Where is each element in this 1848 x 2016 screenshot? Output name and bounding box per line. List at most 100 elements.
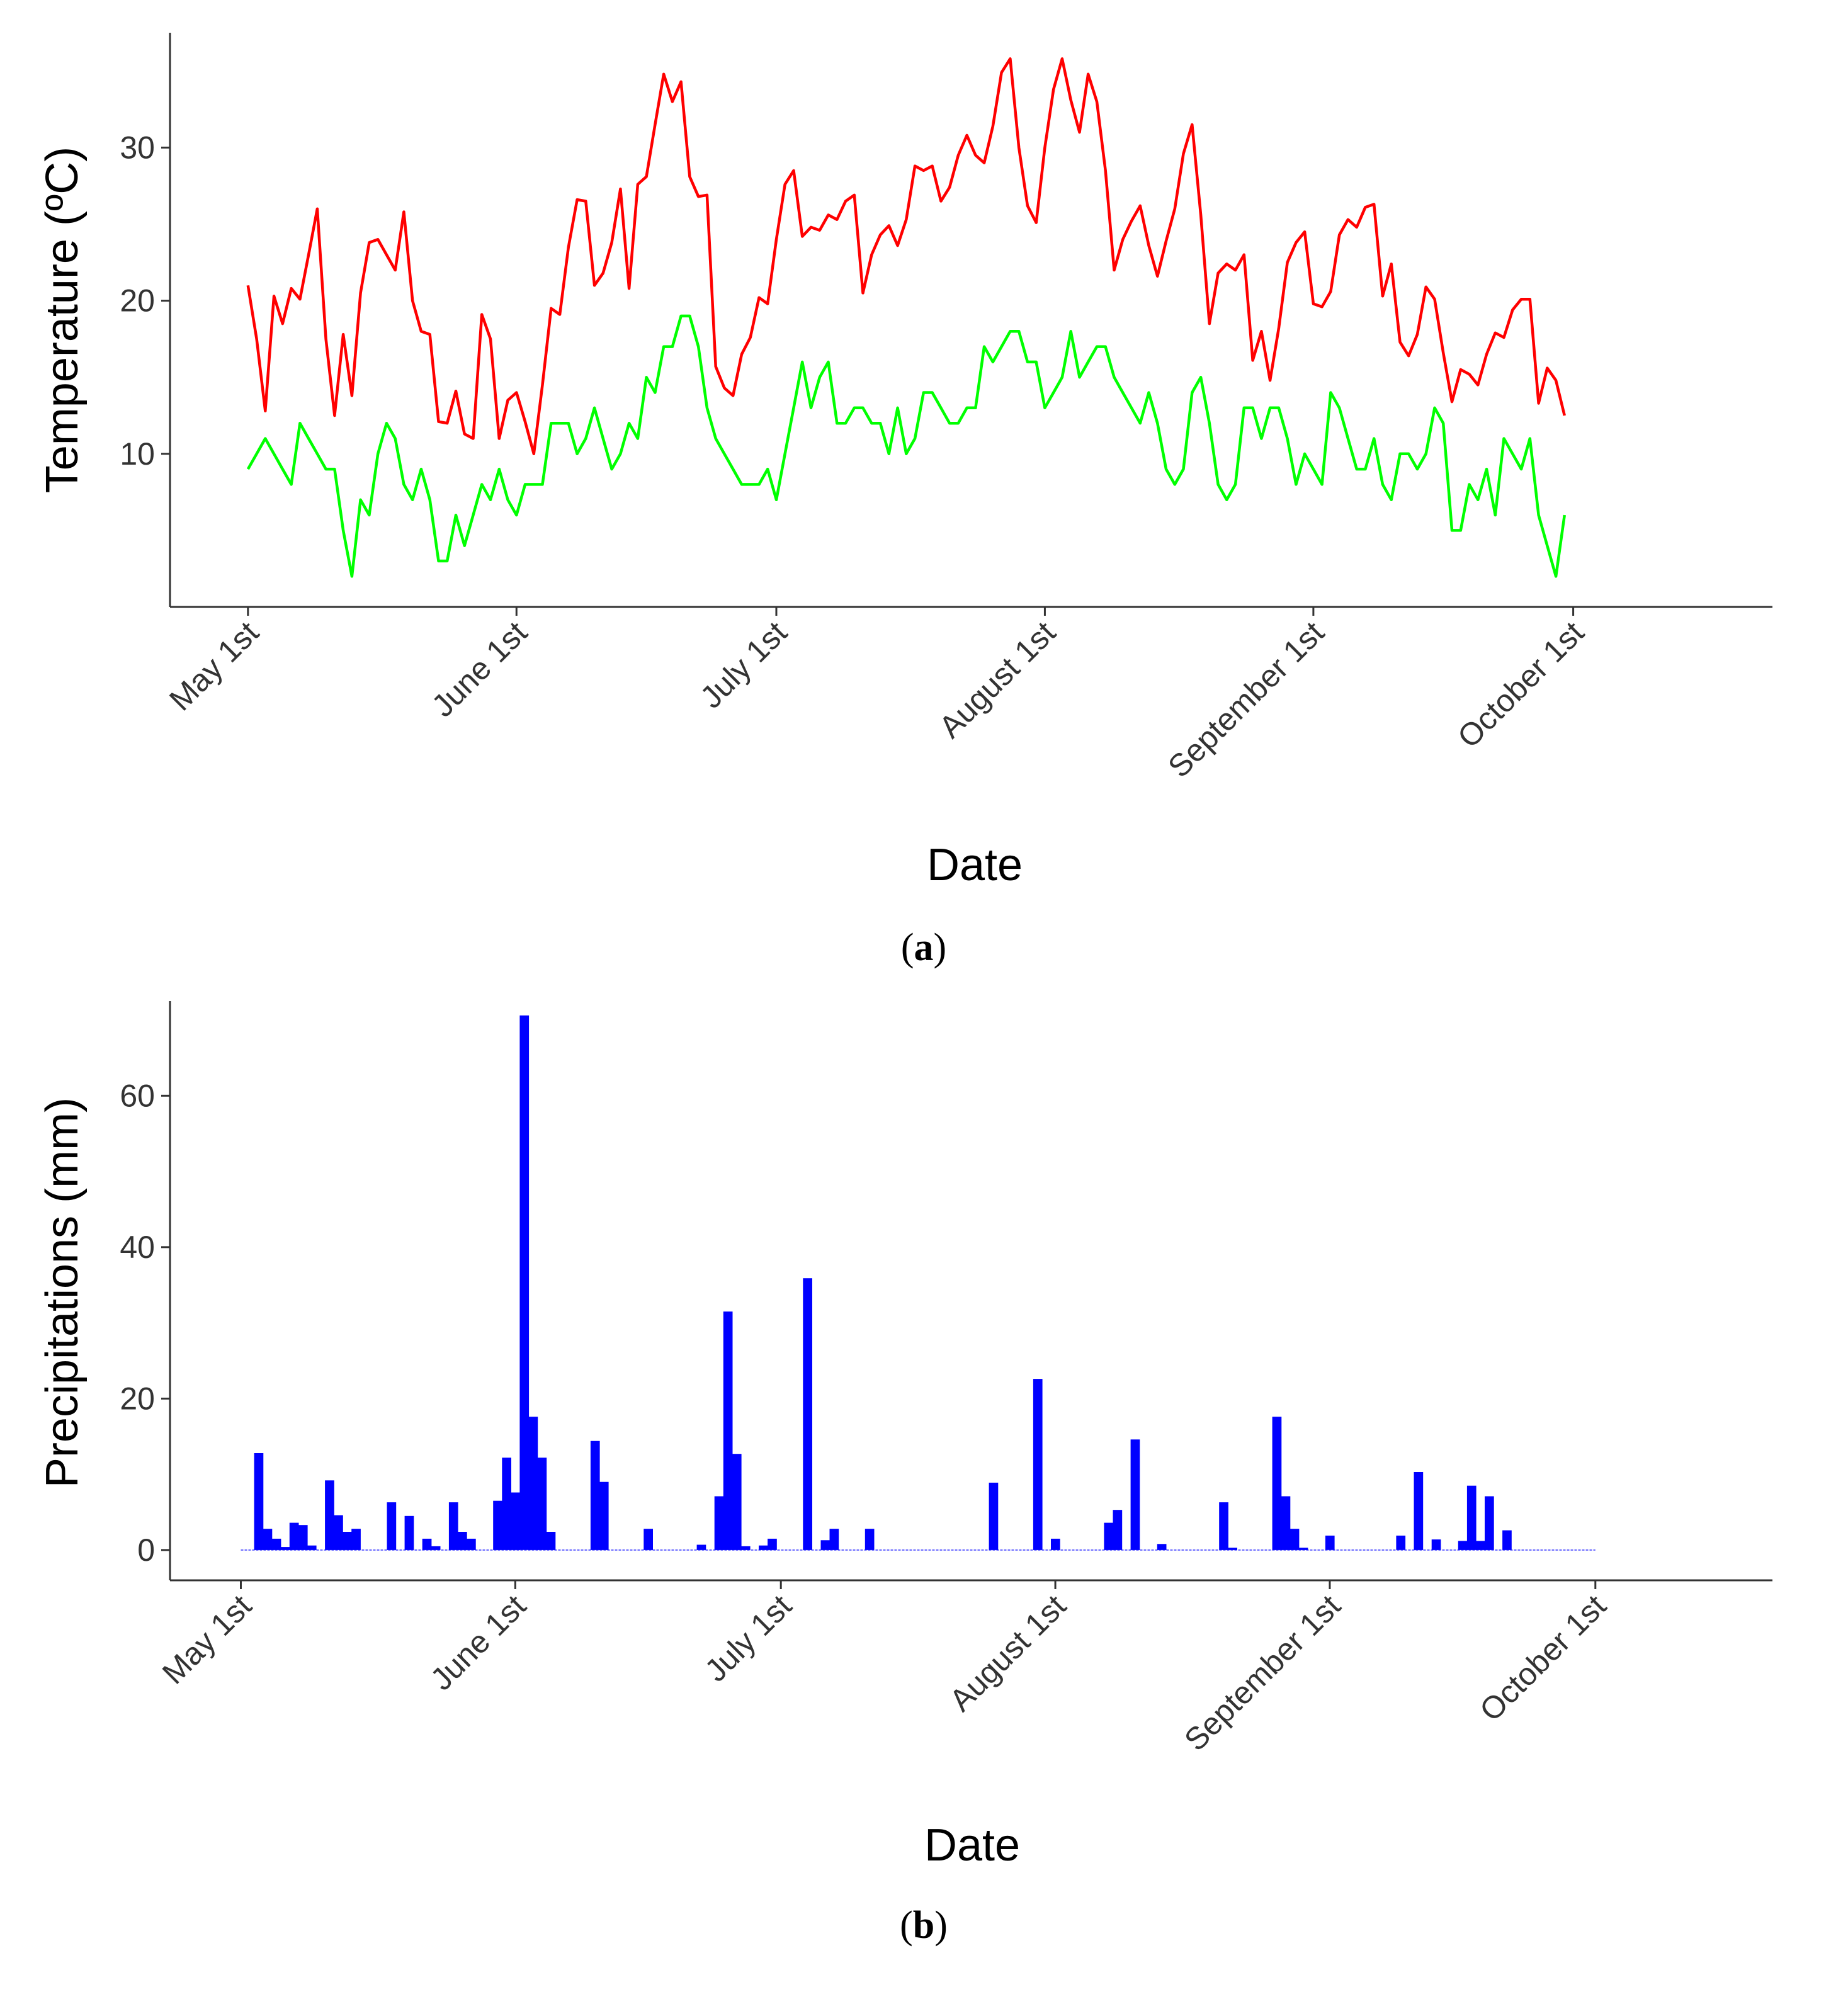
- panel-b-precipitation-chart: 0 20 40 60 May 1st June 1st July 1st August 1s…: [37, 1001, 1772, 1947]
- precipitation-bar: [696, 1544, 706, 1550]
- precipitation-bar: [334, 1515, 343, 1550]
- precipitation-bar: [448, 1502, 458, 1550]
- plot-area: [241, 1015, 1596, 1551]
- precipitation-bar: [537, 1458, 547, 1550]
- x-tick-label: September 1st: [1177, 1588, 1347, 1758]
- precipitation-bar: [493, 1500, 502, 1550]
- precipitation-bar: [820, 1540, 830, 1550]
- y-tick-label: 60: [120, 1078, 155, 1113]
- precipitation-bar: [723, 1311, 733, 1550]
- precipitation-bar: [1113, 1510, 1123, 1550]
- x-tick-label: October 1st: [1451, 614, 1590, 754]
- precipitation-bar: [254, 1453, 264, 1550]
- precipitation-bar: [1219, 1502, 1228, 1550]
- x-tick-label: September 1st: [1161, 614, 1331, 784]
- precipitation-bar: [387, 1502, 397, 1550]
- precipitation-bar: [803, 1278, 812, 1550]
- x-tick-label: August 1st: [943, 1588, 1073, 1718]
- x-tick-label: July 1st: [693, 614, 794, 715]
- precipitation-bar: [1298, 1548, 1308, 1550]
- precipitation-bar: [422, 1538, 432, 1550]
- caption-b-close: ): [934, 1904, 948, 1947]
- precipitation-bar: [351, 1529, 361, 1550]
- precipitation-bar: [1431, 1539, 1441, 1550]
- precipitation-bar: [829, 1529, 839, 1550]
- series-line-min: [246, 314, 1567, 578]
- precipitation-bar: [768, 1538, 777, 1550]
- precipitation-bar: [1157, 1544, 1167, 1550]
- precipitation-bar: [1485, 1496, 1494, 1550]
- precipitation-bar: [1033, 1379, 1043, 1550]
- precipitation-bar: [307, 1545, 317, 1550]
- precipitation-bar: [1458, 1541, 1468, 1550]
- precipitation-bar: [590, 1441, 600, 1550]
- y-axis-title: Precipitations (mm): [37, 1097, 88, 1488]
- precipitation-bar: [519, 1015, 530, 1550]
- precipitation-bar: [431, 1546, 441, 1550]
- series-line-max: [246, 57, 1566, 456]
- precipitation-bar: [1281, 1496, 1291, 1550]
- precipitation-bar: [1325, 1536, 1335, 1550]
- x-axis-ticks: May 1st June 1st July 1st August 1st Septemb…: [162, 607, 1590, 784]
- plot-area: [246, 57, 1567, 578]
- precipitation-bar: [1104, 1522, 1114, 1550]
- precipitation-bar: [546, 1532, 556, 1550]
- caption-a-open: (: [901, 926, 914, 969]
- precipitation-bar: [404, 1515, 414, 1550]
- precipitation-bar: [1502, 1530, 1512, 1550]
- x-tick-label: October 1st: [1473, 1588, 1613, 1728]
- precipitation-bar: [298, 1525, 308, 1550]
- precipitation-bar: [732, 1454, 742, 1550]
- caption-a: (a): [901, 926, 946, 969]
- caption-b-letter: b: [913, 1904, 934, 1947]
- x-axis-title: Date: [924, 1820, 1020, 1871]
- precipitation-bar: [759, 1545, 768, 1550]
- x-tick-label: July 1st: [698, 1588, 799, 1689]
- precipitation-bar: [989, 1482, 999, 1550]
- y-axis-title: Temperature (ºC): [37, 147, 88, 493]
- precipitation-bar: [864, 1529, 875, 1550]
- precipitation-bar: [467, 1538, 476, 1550]
- x-axis-title: Date: [927, 840, 1023, 890]
- precipitation-bar: [1051, 1538, 1060, 1550]
- precipitation-bar: [271, 1538, 281, 1550]
- y-tick-label: 0: [137, 1532, 155, 1568]
- y-axis-ticks: 0 20 40 60: [120, 1078, 170, 1568]
- precipitation-bar: [599, 1481, 609, 1550]
- precipitation-bar: [1290, 1529, 1300, 1550]
- precipitation-bar: [263, 1529, 273, 1550]
- x-tick-label: June 1st: [425, 614, 534, 723]
- precipitation-bar: [1228, 1548, 1237, 1550]
- precipitation-bar: [343, 1532, 352, 1550]
- y-tick-label: 20: [120, 1381, 155, 1416]
- precipitation-bar: [740, 1546, 751, 1550]
- precipitation-bar: [502, 1458, 511, 1550]
- x-tick-label: June 1st: [424, 1588, 533, 1697]
- precipitation-bar: [325, 1480, 334, 1550]
- caption-a-letter: a: [914, 926, 934, 969]
- precipitation-bar: [280, 1547, 290, 1550]
- x-tick-label: May 1st: [156, 1588, 258, 1690]
- precipitation-bar: [1476, 1541, 1485, 1550]
- x-tick-label: August 1st: [933, 614, 1063, 745]
- precipitation-bar: [458, 1532, 467, 1550]
- y-tick-label: 40: [120, 1230, 155, 1265]
- caption-b-open: (: [900, 1904, 913, 1947]
- precipitation-bar: [643, 1529, 653, 1550]
- precipitation-bar: [1130, 1439, 1140, 1550]
- y-axis-ticks: 10 20 30: [120, 130, 170, 472]
- precipitation-bar: [1396, 1536, 1406, 1550]
- precipitation-bar: [714, 1496, 724, 1550]
- precipitation-bar: [1466, 1485, 1477, 1550]
- precipitation-bar: [1272, 1417, 1282, 1550]
- x-tick-label: May 1st: [162, 614, 265, 717]
- precipitation-bar: [1414, 1472, 1424, 1550]
- y-tick-label: 10: [120, 436, 155, 472]
- precipitation-bar: [511, 1492, 520, 1550]
- y-tick-label: 20: [120, 283, 155, 319]
- panel-a-temperature-chart: 10 20 30 May 1st June 1st July 1st August 1st…: [37, 33, 1772, 969]
- caption-a-close: ): [934, 926, 947, 969]
- precipitation-bar: [289, 1522, 299, 1550]
- x-axis-ticks: May 1st June 1st July 1st August 1st Septemb…: [156, 1580, 1613, 1758]
